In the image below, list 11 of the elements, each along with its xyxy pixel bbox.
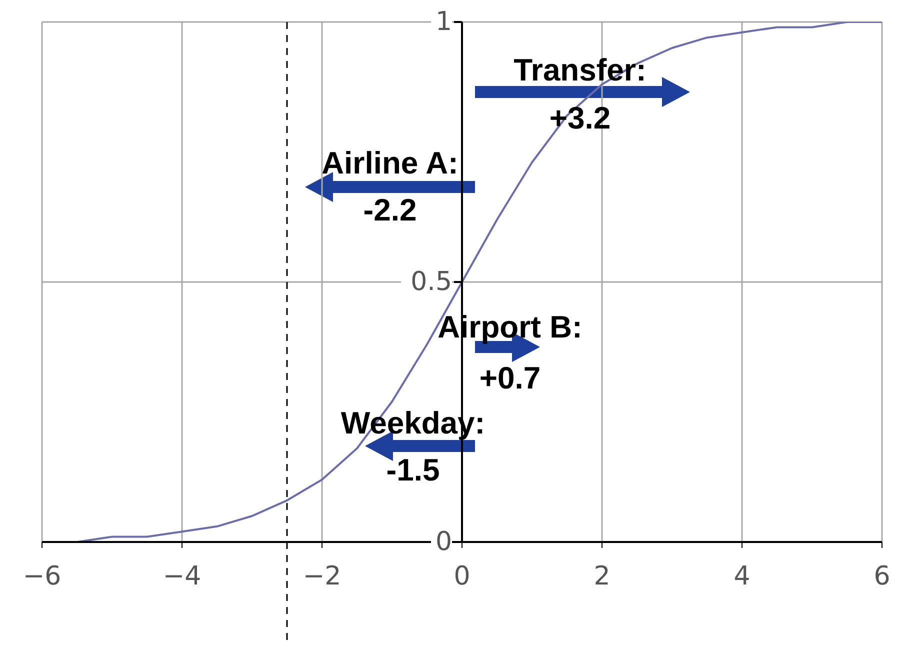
x-tick-label: 0 — [454, 561, 470, 592]
x-tick-label: 2 — [594, 561, 610, 592]
y-tick-label: 0 — [435, 527, 452, 557]
y-tick-label: 1 — [435, 7, 452, 37]
x-tick-label: 4 — [734, 561, 750, 592]
annotation: Airline A: -2.2 — [322, 146, 458, 228]
x-tick-label: 6 — [874, 561, 890, 592]
x-tick-label: −6 — [22, 561, 62, 592]
x-tick-label: −2 — [302, 561, 342, 592]
y-tick-label: 0.5 — [410, 267, 452, 297]
x-tick-label: −4 — [162, 561, 202, 592]
